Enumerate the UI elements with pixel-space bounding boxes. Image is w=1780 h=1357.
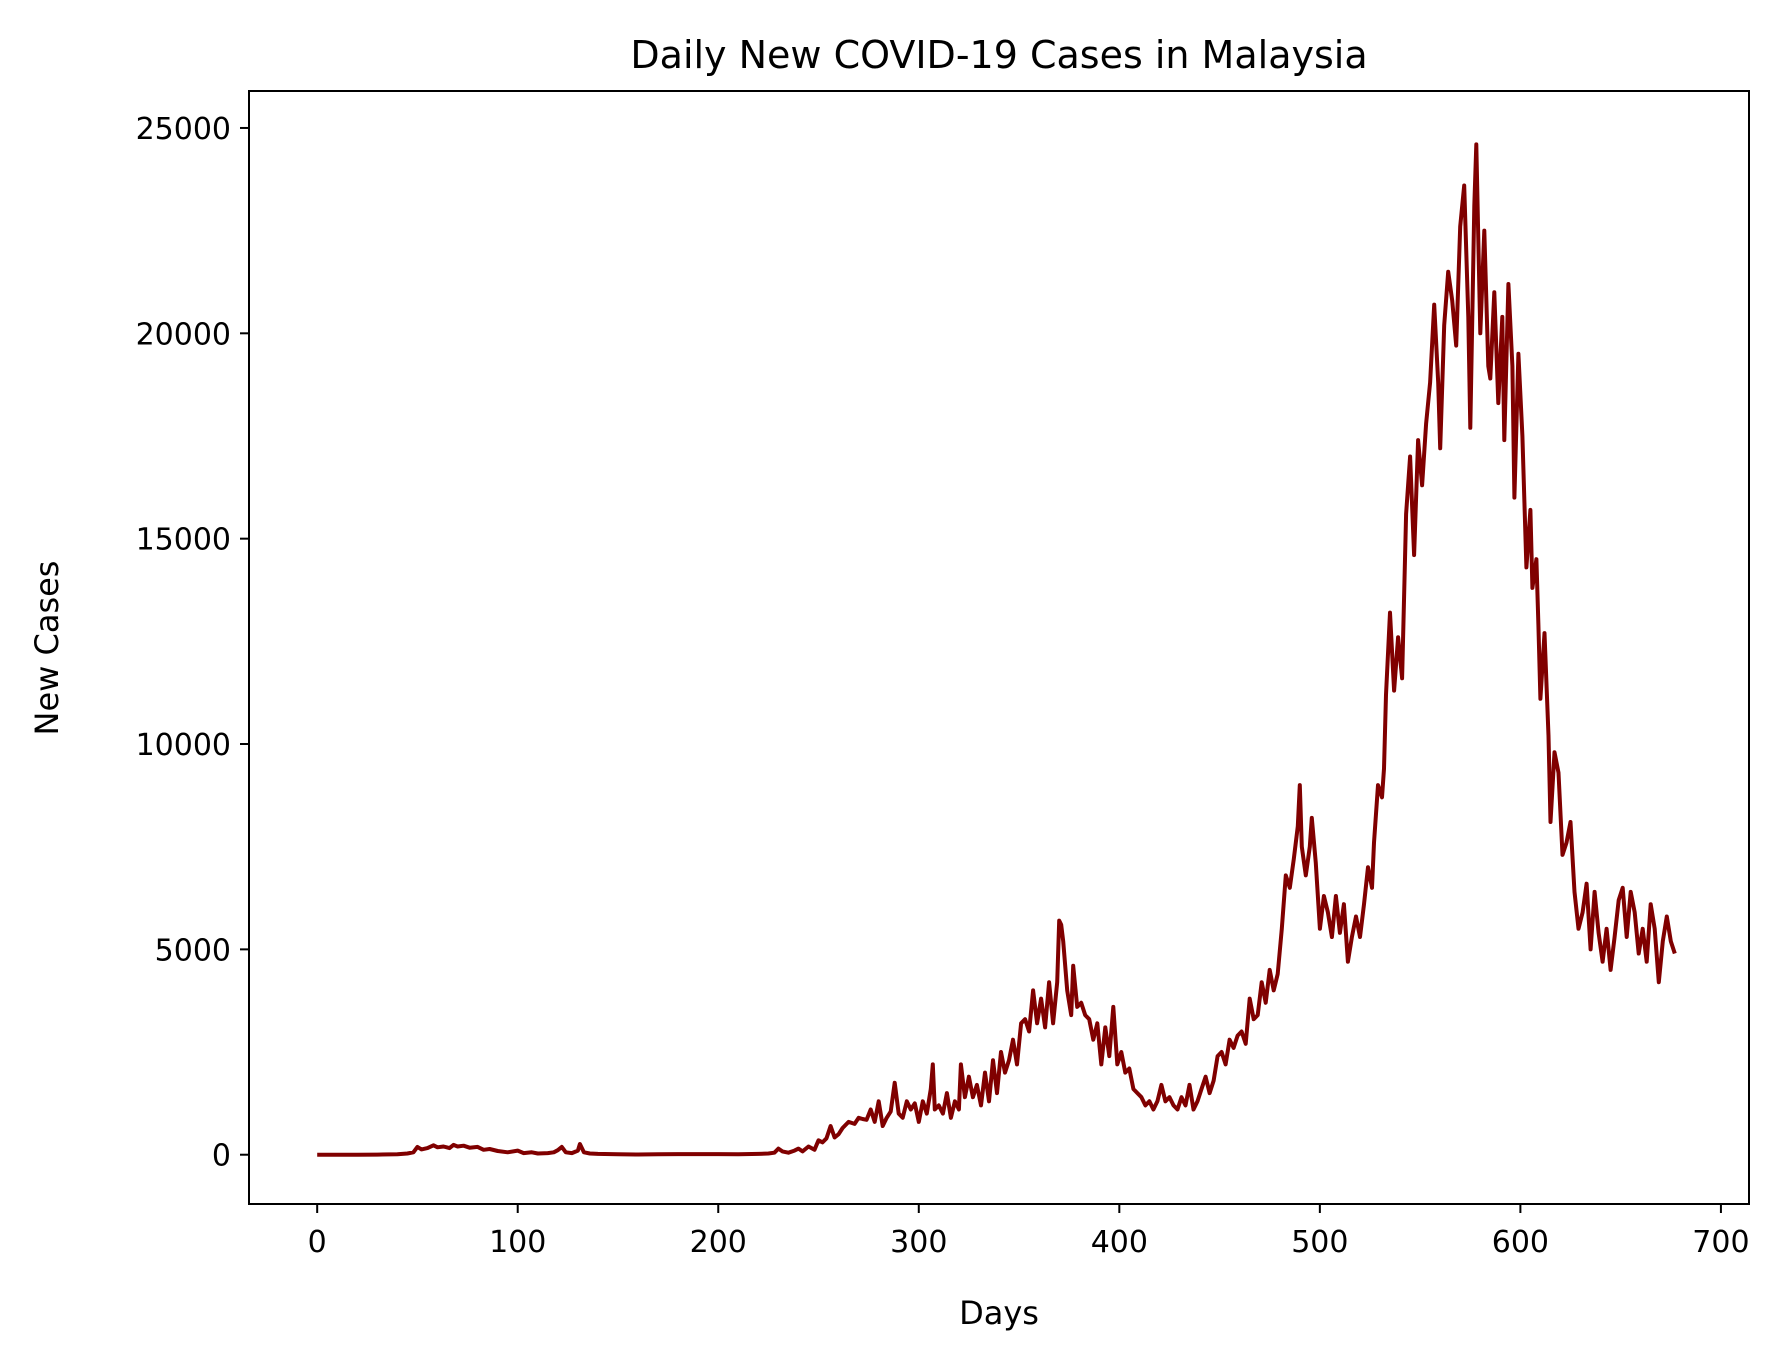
x-axis: 0 100 200 300 400 500 600 700 [308,1204,1750,1260]
x-tick-label-3: 300 [890,1225,947,1260]
y-tick-label-1: 5000 [155,933,231,968]
y-axis: 0 5000 10000 15000 20000 25000 [136,112,249,1174]
x-tick-label-6: 600 [1492,1225,1549,1260]
y-tick-label-4: 20000 [136,317,231,352]
x-tick-label-4: 400 [1091,1225,1148,1260]
x-tick-label-1: 100 [489,1225,546,1260]
y-axis-label: New Cases [28,561,66,736]
y-tick-label-3: 15000 [136,523,231,558]
x-tick-label-5: 500 [1291,1225,1348,1260]
x-tick-label-7: 700 [1692,1225,1749,1260]
x-tick-label-2: 200 [690,1225,747,1260]
y-tick-label-2: 10000 [136,728,231,763]
series-line-0 [317,142,1677,1157]
plot-frame [248,90,1750,1205]
x-tick-label-0: 0 [308,1225,327,1260]
chart-title: Daily New COVID-19 Cases in Malaysia [630,33,1367,77]
plot-area [317,142,1677,1157]
y-tick-label-5: 25000 [136,112,231,147]
y-tick-label-0: 0 [212,1139,231,1174]
x-axis-label: Days [959,1294,1039,1332]
